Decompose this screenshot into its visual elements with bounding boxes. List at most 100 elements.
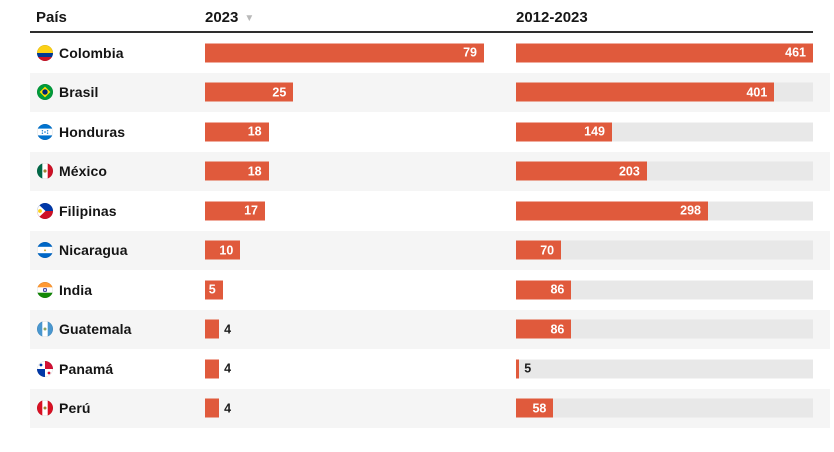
bar-cell-2023: 10	[205, 240, 484, 260]
bar-cell-2012-2023: 461	[516, 43, 813, 63]
table-row: Guatemala 4 86	[30, 309, 830, 350]
bar-2023: 5	[205, 280, 223, 300]
bar-value-2012-2023: 203	[618, 164, 640, 179]
header-2012-2023[interactable]: 2012-2023	[516, 9, 588, 26]
bar-value-2012-2023: 70	[540, 243, 555, 258]
bar-2012-2023: 461	[516, 43, 813, 63]
country-cell: India	[37, 270, 92, 310]
bar-cell-2012-2023: 149	[516, 122, 813, 142]
bar-value-2023: 4	[224, 322, 232, 337]
bar-value-2023: 18	[247, 124, 262, 139]
bar-value-2023: 18	[247, 164, 262, 179]
bar-cell-2023: 5	[205, 280, 484, 300]
bar-cell-2023: 79	[205, 43, 484, 63]
country-label: Perú	[59, 400, 91, 417]
flag-panama-icon	[37, 360, 53, 377]
table-row: Brasil 25 401	[30, 72, 830, 113]
flag-peru-icon	[37, 400, 53, 417]
country-cell: Brasil	[37, 73, 99, 113]
bar-value-2012-2023: 86	[550, 282, 565, 297]
table-row: Filipinas 17 298	[30, 191, 830, 231]
bar-cell-2012-2023: 86	[516, 280, 813, 300]
country-bar-table: País 2023 ▼ 2012-2023 Colombia 79 461 Brasil…	[30, 0, 830, 428]
bar-2012-2023: 298	[516, 201, 708, 221]
country-cell: Filipinas	[37, 191, 117, 231]
country-cell: Colombia	[37, 33, 124, 73]
bar-cell-2012-2023: 401	[516, 82, 813, 102]
flag-nicaragua-icon	[37, 242, 53, 259]
sort-desc-icon[interactable]: ▼	[244, 13, 255, 24]
bar-2023: 18	[205, 161, 269, 181]
bar-2012-2023: 86	[516, 280, 572, 300]
header-2023-label: 2023	[205, 9, 239, 26]
bar-value-2012-2023: 401	[746, 85, 768, 100]
country-label: Colombia	[59, 44, 124, 61]
bar-cell-2023: 25	[205, 82, 484, 102]
table-row: Honduras 18 149	[30, 112, 830, 152]
table-row: Nicaragua 10 70	[30, 230, 830, 271]
bar-2012-2023: 58	[516, 398, 554, 418]
bar-2023: 18	[205, 122, 269, 142]
bar-cell-2012-2023: 203	[516, 161, 813, 181]
bar-value-2012-2023: 149	[584, 124, 605, 139]
country-label: Filipinas	[59, 202, 117, 219]
bar-value-2023: 10	[219, 243, 234, 258]
bar-cell-2012-2023: 298	[516, 201, 813, 221]
bar-cell-2023: 4	[205, 319, 484, 339]
bar-2023: 4	[205, 319, 231, 339]
bar-2012-2023: 401	[516, 82, 775, 102]
bar-cell-2012-2023: 86	[516, 319, 813, 339]
bar-2012-2023: 70	[516, 240, 562, 260]
bar-value-2012-2023: 298	[680, 203, 701, 218]
bar-cell-2012-2023: 5	[516, 359, 813, 379]
bar-value-2012-2023: 461	[785, 45, 806, 60]
country-label: Honduras	[59, 123, 126, 140]
table-body: Colombia 79 461 Brasil 25 401 Honduras 18 149 Méx…	[30, 33, 830, 428]
bar-2023: 17	[205, 201, 265, 221]
country-label: Guatemala	[59, 321, 132, 338]
table-row: Panamá 4 5	[30, 349, 830, 389]
bar-value-2023: 4	[224, 401, 232, 416]
bar-value-2023: 17	[244, 203, 258, 218]
flag-honduras-icon	[37, 123, 53, 140]
table-row: México 18 203	[30, 151, 830, 192]
bar-2012-2023: 86	[516, 319, 572, 339]
bar-2023: 25	[205, 82, 294, 102]
flag-colombia-icon	[37, 44, 53, 61]
bar-2012-2023: 149	[516, 122, 612, 142]
country-cell: Honduras	[37, 112, 125, 152]
bar-value-2012-2023: 58	[532, 401, 547, 416]
bar-2023: 4	[205, 359, 231, 379]
bar-2023: 10	[205, 240, 241, 260]
table-header: País 2023 ▼ 2012-2023	[30, 0, 830, 33]
bar-value-2023: 25	[272, 85, 287, 100]
header-pais[interactable]: País	[36, 9, 67, 26]
bar-2023: 4	[205, 398, 231, 418]
header-2023[interactable]: 2023 ▼	[205, 9, 254, 26]
bar-2012-2023: 203	[516, 161, 647, 181]
country-cell: México	[37, 152, 107, 192]
bar-value-2023: 5	[208, 282, 216, 297]
country-cell: Panamá	[37, 349, 113, 389]
country-cell: Nicaragua	[37, 231, 128, 271]
flag-filipinas-icon	[37, 202, 53, 219]
table-row: Colombia 79 461	[30, 33, 830, 73]
bar-cell-2012-2023: 70	[516, 240, 813, 260]
country-label: India	[59, 281, 93, 298]
flag-india-icon	[37, 281, 53, 298]
bar-cell-2023: 4	[205, 398, 484, 418]
bar-2012-2023: 5	[516, 359, 531, 379]
bar-cell-2023: 17	[205, 201, 484, 221]
bar-value-2012-2023: 86	[550, 322, 565, 337]
flag-guatemala-icon	[37, 321, 53, 338]
bar-value-2012-2023: 5	[524, 361, 532, 376]
country-cell: Perú	[37, 389, 91, 429]
country-label: Nicaragua	[59, 242, 128, 259]
table-row: Perú 4 58	[30, 388, 830, 429]
country-cell: Guatemala	[37, 310, 132, 350]
flag-brasil-icon	[37, 84, 53, 101]
flag-mexico-icon	[37, 163, 53, 180]
bar-value-2023: 4	[224, 361, 232, 376]
bar-cell-2023: 4	[205, 359, 484, 379]
bar-cell-2023: 18	[205, 161, 484, 181]
